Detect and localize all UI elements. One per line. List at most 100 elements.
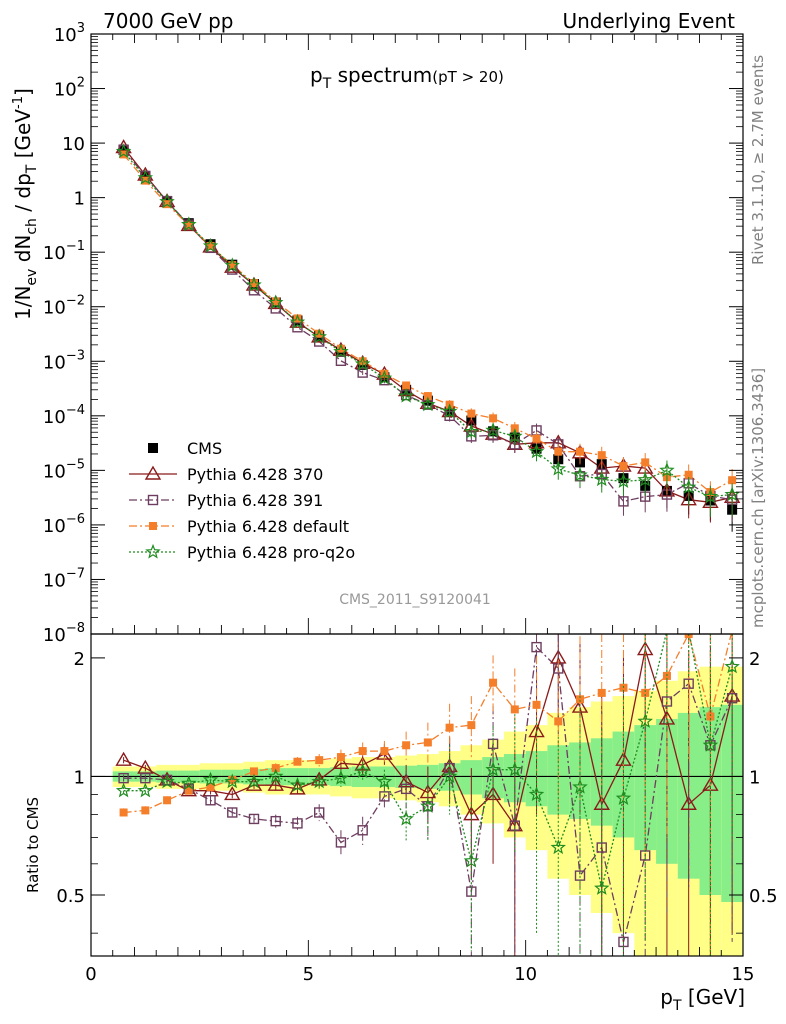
- mcplots-reference-label: mcplots.cern.ch [arXiv:1306.3436]: [749, 368, 767, 628]
- ratio-point-pythia-6-428-pro-q2o: [572, 778, 588, 794]
- main-point-cms: [140, 170, 151, 181]
- ratio-point-pythia-6-428-pro-q2o: [333, 770, 349, 785]
- main-point-pythia-6-428-pro-q2o: [354, 355, 371, 371]
- ratio-point-pythia-6-428-default: [380, 747, 389, 756]
- main-point-pythia-6-428-pro-q2o: [528, 443, 545, 459]
- main-point-pythia-6-428-default: [271, 297, 280, 306]
- main-point-pythia-6-428-pro-q2o: [333, 343, 349, 359]
- ratio-point-pythia-6-428-default: [402, 741, 411, 750]
- ratio-point-pythia-6-428-pro-q2o: [268, 768, 284, 784]
- main-point-pythia-6-428-pro-q2o: [659, 462, 675, 477]
- main-point-pythia-6-428-default: [250, 279, 258, 288]
- ratio-point-pythia-6-428-pro-q2o: [420, 798, 436, 813]
- ratio-point-pythia-6-428-default: [315, 756, 324, 765]
- ratio-point-pythia-6-428-391: [292, 818, 303, 829]
- main-y-tick-label: 1: [74, 189, 85, 210]
- main-line-pythia-6-428-pro-q2o: [123, 151, 733, 498]
- header-left: 7000 GeV pp: [103, 9, 234, 33]
- main-axes: 10310210110−110−210−310−410−510−610−710−…: [43, 21, 744, 646]
- legend-label: Pythia 6.428 370: [187, 465, 323, 484]
- main-point-cms: [466, 415, 477, 426]
- ratio-point-pythia-6-428-391: [357, 825, 368, 836]
- ratio-point-pythia-6-428-default: [510, 705, 519, 714]
- legend-label: Pythia 6.428 391: [187, 491, 323, 510]
- main-point-pythia-6-428-pro-q2o: [485, 422, 501, 438]
- main-point-pythia-6-428-pro-q2o: [507, 428, 523, 443]
- ratio-point-pythia-6-428-391: [596, 842, 607, 853]
- ratio-point-pythia-6-428-pro-q2o: [376, 773, 393, 789]
- main-point-pythia-6-428-default: [532, 434, 541, 443]
- main-point-pythia-6-428-391: [335, 355, 347, 367]
- main-point-pythia-6-428-pro-q2o: [311, 328, 327, 344]
- main-point-pythia-6-428-pro-q2o: [202, 237, 219, 253]
- main-point-pythia-6-428-default: [380, 369, 389, 378]
- main-y-tick-label: 102: [54, 76, 85, 101]
- main-point-pythia-6-428-default: [184, 221, 193, 230]
- main-point-pythia-6-428-default: [293, 314, 302, 323]
- ratio-axes: 0.5 0.5 1 1 2 2 0 5 10 15: [56, 633, 778, 985]
- ratio-band-green: [547, 745, 570, 815]
- main-point-pythia-6-428-default: [554, 447, 563, 456]
- main-point-pythia-6-428-default: [315, 329, 324, 338]
- ratio-point-pythia-6-428-pro-q2o: [550, 839, 566, 855]
- main-y-tick-label: 10−6: [43, 512, 85, 537]
- ratio-point-pythia-6-428-pro-q2o: [485, 761, 501, 777]
- legend-marker: [149, 522, 157, 530]
- ratio-point-pythia-6-428-pro-q2o: [398, 810, 414, 826]
- x-tick-label: 15: [732, 964, 755, 985]
- chart-title-main: p: [310, 63, 323, 87]
- main-point-pythia-6-428-default: [576, 447, 584, 456]
- ratio-point-pythia-6-428-default: [271, 764, 280, 773]
- main-point-pythia-6-428-default: [206, 241, 215, 250]
- ratio-point-pythia-6-428-391: [270, 815, 281, 827]
- ratio-point-pythia-6-428-pro-q2o: [615, 790, 632, 805]
- main-point-pythia-6-428-pro-q2o: [224, 257, 240, 273]
- ratio-point-pythia-6-428-370: [267, 776, 284, 791]
- ratio-point-pythia-6-428-default: [423, 738, 432, 747]
- main-point-pythia-6-428-pro-q2o: [550, 460, 566, 476]
- main-point-pythia-6-428-pro-q2o: [594, 471, 610, 487]
- main-point-pythia-6-428-default: [358, 357, 367, 366]
- ratio-point-pythia-6-428-391: [444, 762, 455, 774]
- ratio-point-pythia-6-428-391: [400, 783, 412, 795]
- main-point-pythia-6-428-pro-q2o: [398, 387, 414, 403]
- ratio-line-pythia-6-428-391: [123, 645, 733, 943]
- ratio-point-pythia-6-428-pro-q2o: [289, 777, 306, 792]
- ratio-point-pythia-6-428-default: [250, 767, 258, 776]
- main-point-pythia-6-428-pro-q2o: [115, 143, 132, 159]
- x-tick-label: 10: [514, 964, 537, 985]
- legend-label: CMS: [187, 439, 222, 458]
- main-point-pythia-6-428-pro-q2o: [376, 370, 393, 385]
- x-tick-label: 0: [85, 964, 96, 985]
- ratio-point-pythia-6-428-391: [335, 837, 347, 848]
- ratio-point-pythia-6-428-370: [224, 786, 241, 801]
- ratio-point-pythia-6-428-default: [554, 717, 563, 726]
- main-point-pythia-6-428-default: [641, 458, 650, 467]
- ratio-point-pythia-6-428-default: [141, 806, 150, 815]
- ratio-point-pythia-6-428-pro-q2o: [507, 761, 523, 777]
- legend-marker: [147, 494, 159, 506]
- ratio-point-pythia-6-428-default: [706, 712, 715, 721]
- main-y-tick-label: 10−5: [43, 457, 85, 482]
- ratio-point-pythia-6-428-pro-q2o: [463, 852, 480, 868]
- ratio-point-pythia-6-428-default: [163, 796, 172, 805]
- main-series-markers: [115, 139, 741, 532]
- ratio-point-pythia-6-428-default: [597, 688, 606, 697]
- ratio-point-pythia-6-428-pro-q2o: [159, 773, 175, 789]
- main-point-pythia-6-428-pro-q2o: [463, 423, 480, 439]
- ratio-series-markers: [115, 634, 741, 956]
- ratio-point-pythia-6-428-pro-q2o: [311, 773, 327, 789]
- ratio-y-tick-label: 0.5: [56, 886, 85, 907]
- ratio-point-pythia-6-428-370: [397, 773, 415, 788]
- ratio-point-pythia-6-428-default: [119, 808, 128, 817]
- legend-label: Pythia 6.428 default: [187, 517, 349, 536]
- ratio-point-pythia-6-428-default: [576, 695, 584, 704]
- ratio-point-pythia-6-428-default: [532, 700, 541, 709]
- main-y-tick-label: 10−4: [43, 403, 85, 428]
- ratio-y-tick-label-right: 1: [749, 767, 760, 788]
- main-y-tick-label: 10−1: [43, 239, 85, 264]
- main-y-tick-label: 103: [54, 21, 85, 46]
- ratio-point-pythia-6-428-391: [205, 795, 216, 806]
- main-point-pythia-6-428-default: [728, 476, 737, 485]
- main-point-pythia-6-428-pro-q2o: [420, 396, 436, 412]
